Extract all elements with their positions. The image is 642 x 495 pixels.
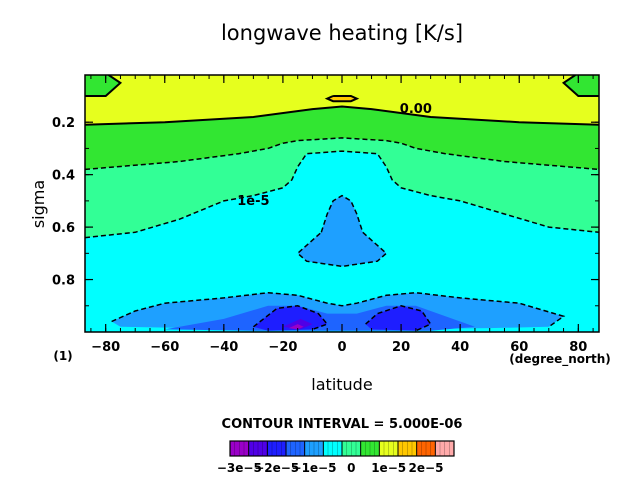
colorbar-swatch-c_0 <box>342 441 361 456</box>
colorbar-frame <box>229 440 455 457</box>
corner-label: (1) <box>53 349 72 363</box>
contour-region-c_m20 <box>365 305 431 331</box>
x-tick-label: 40 <box>451 340 469 355</box>
colorbar-swatch-c_m30 <box>230 441 249 456</box>
y-tick-label: 0.8 <box>52 274 75 289</box>
contour-label: 0.00 <box>400 102 432 117</box>
colorbar-swatch-c_m15 <box>286 441 305 456</box>
colorbar-swatch-c_m20 <box>267 441 286 456</box>
contour-labels: 0.00 1e-5 <box>237 102 432 209</box>
colorbar-swatch-c_m5 <box>323 441 342 456</box>
x-tick-label: 80 <box>569 340 587 355</box>
x-unit-label: (degree_north) <box>509 352 610 367</box>
contour-region-c_m10 <box>297 195 387 267</box>
x-axis-title: latitude <box>311 375 372 394</box>
x-axis-ticks: −80 −60 −40 −20 0 20 40 60 80 <box>90 75 594 355</box>
contour-line-solid <box>85 75 123 97</box>
contour-line-dashed <box>111 291 566 328</box>
colorbar: −3e−5−2e−5−1e−5 0 1e−5 2e−5 <box>217 440 455 475</box>
colorbar-swatch-c_15 <box>398 441 417 456</box>
contour-line-dashed <box>296 194 388 268</box>
y-tick-label: 0.2 <box>52 116 75 131</box>
x-tick-label: 60 <box>510 340 528 355</box>
contour-line-solid <box>561 75 599 97</box>
colorbar-swatch-c_m10 <box>304 441 324 456</box>
y-axis-title: sigma <box>29 180 48 228</box>
y-tick-label: 0.6 <box>52 221 75 236</box>
contour-line-dashed <box>85 137 599 171</box>
colorbar-tick-label: 1e−5 <box>371 461 406 475</box>
colorbar-tick-label: 2e−5 <box>409 461 444 475</box>
chart-title: longwave heating [K/s] <box>221 21 463 45</box>
colorbar-tick-label: −3e−5 <box>217 461 262 475</box>
y-axis-ticks: 0.2 0.4 0.6 0.8 <box>52 95 599 333</box>
colorbar-swatch-c_25 <box>435 441 454 456</box>
contour-region-c_m30 <box>288 324 304 330</box>
contour-line-dashed <box>252 305 329 331</box>
x-tick-label: −60 <box>150 340 179 355</box>
y-tick-label: 0.4 <box>52 169 75 184</box>
x-tick-label: −20 <box>268 340 297 355</box>
x-tick-label: −80 <box>91 340 120 355</box>
colorbar-swatch-c_m25 <box>248 441 268 456</box>
colorbar-swatch-c_20 <box>416 441 436 456</box>
colorbar-swatch-c_5 <box>360 441 380 456</box>
filled-contour-regions <box>85 75 599 332</box>
contour-line-solid <box>324 95 360 103</box>
contour-region-c_15 <box>327 96 357 102</box>
contour-label: 1e-5 <box>237 194 269 209</box>
colorbar-swatch-c_10 <box>379 441 398 456</box>
contour-line-dashed <box>365 305 432 332</box>
contour-line-dashed <box>85 150 599 239</box>
contour-line-solid <box>85 105 599 126</box>
contour-interval-label: CONTOUR INTERVAL = 5.000E-06 <box>222 417 463 432</box>
x-tick-label: −40 <box>209 340 238 355</box>
contour-lines <box>85 75 599 332</box>
colorbar-tick-label: 0 <box>347 461 355 475</box>
x-tick-label: 0 <box>337 340 346 355</box>
x-tick-label: 20 <box>392 340 410 355</box>
colorbar-tick-label: −2e−5 <box>254 461 299 475</box>
colorbar-tick-label: −1e−5 <box>292 461 337 475</box>
